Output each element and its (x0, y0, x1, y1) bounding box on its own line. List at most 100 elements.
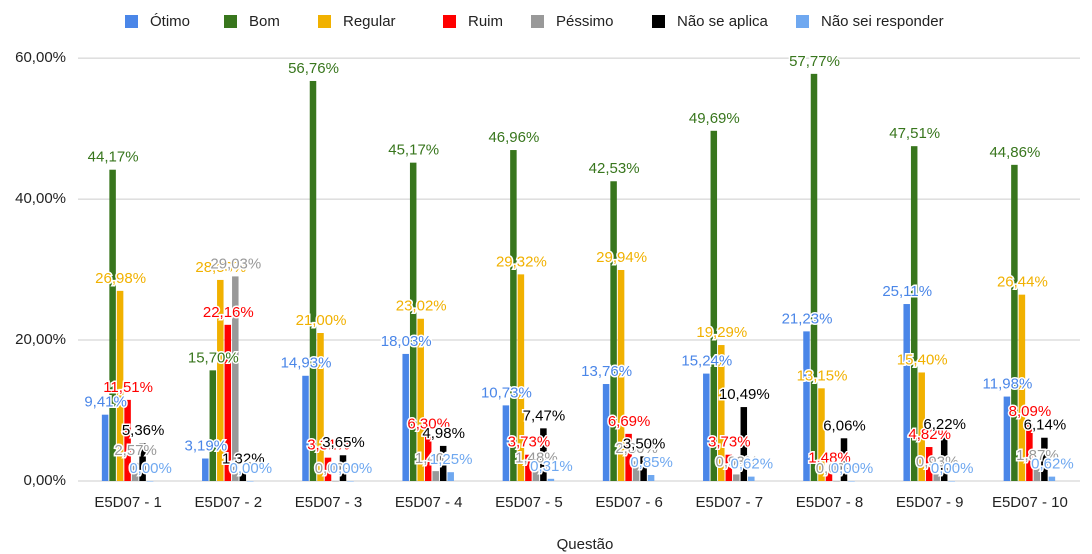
bar (540, 428, 547, 481)
bar (124, 399, 131, 481)
bar (617, 269, 625, 481)
legend-swatch (125, 15, 138, 28)
legend-swatch (652, 15, 665, 28)
data-label: 1,32% (222, 451, 265, 468)
legend-label: Péssimo (556, 13, 614, 30)
data-label: 29,94% (596, 249, 647, 266)
data-label: 42,53% (589, 160, 640, 177)
bar (439, 445, 447, 481)
data-label: 29,03% (210, 255, 261, 272)
data-label: 26,44% (997, 274, 1048, 291)
bar (302, 375, 309, 481)
bar (232, 276, 239, 481)
data-label: 13,15% (797, 367, 848, 384)
y-tick-label: 60,00% (15, 49, 66, 66)
data-label: 19,29% (696, 324, 747, 341)
data-label: 0,00% (931, 460, 974, 477)
bar (239, 471, 247, 481)
data-label: 10,49% (719, 386, 770, 403)
x-tick-label: E5D07 - 7 (696, 494, 764, 511)
bar (116, 290, 124, 481)
data-label: 0,62% (731, 456, 774, 473)
bar (925, 447, 933, 481)
bar (610, 181, 617, 481)
bar (247, 481, 254, 482)
legend-label: Ruim (468, 13, 503, 30)
data-label: 6,69% (608, 413, 651, 430)
bar (131, 462, 139, 481)
data-label: 8,09% (1009, 403, 1052, 420)
bar (718, 345, 725, 481)
y-tick-label: 0,00% (23, 472, 66, 489)
data-label: 9,41% (84, 394, 127, 411)
bar (602, 384, 610, 481)
data-label: 0,93% (916, 453, 959, 470)
bar (339, 455, 347, 481)
bar (447, 472, 454, 481)
bar (432, 471, 439, 481)
bar (910, 146, 918, 482)
data-label: 1,48% (808, 450, 851, 467)
bar (510, 150, 517, 481)
bar (625, 433, 632, 481)
bar (1011, 164, 1018, 481)
bar (517, 274, 525, 481)
legend-swatch (318, 15, 331, 28)
data-label: 1,48% (515, 450, 558, 467)
bar (1048, 476, 1056, 481)
legend-label: Não se aplica (677, 13, 769, 30)
x-tick-label: E5D07 - 8 (796, 494, 864, 511)
x-tick-label: E5D07 - 10 (992, 494, 1068, 511)
bar (933, 474, 940, 481)
bar (710, 130, 718, 481)
bar (139, 443, 146, 481)
bar (417, 318, 424, 481)
data-label: 3,65% (322, 434, 365, 451)
data-label: 3,73% (708, 434, 751, 451)
data-label: 0,00% (831, 460, 874, 477)
data-label: 0,00% (230, 460, 273, 477)
x-axis-title: Questão (557, 536, 614, 553)
bar (309, 80, 317, 481)
data-label: 21,23% (782, 310, 833, 327)
data-label: 3,50% (623, 435, 666, 452)
bar (224, 324, 232, 481)
data-label: 15,70% (188, 349, 239, 366)
data-label: 6,14% (1024, 417, 1067, 434)
data-label: 4,82% (908, 426, 951, 443)
bar (146, 481, 154, 482)
data-label: 0,62% (1031, 456, 1074, 473)
legend-label: Bom (249, 13, 280, 30)
bar (1018, 294, 1026, 481)
data-label: 26,98% (95, 270, 146, 287)
bar (918, 372, 925, 481)
bar (424, 436, 432, 481)
bar (209, 370, 217, 481)
data-label: 3,73% (508, 434, 551, 451)
data-label: 5,36% (122, 422, 165, 439)
x-tick-label: E5D07 - 3 (295, 494, 363, 511)
bar (217, 279, 224, 481)
bar (840, 438, 848, 481)
data-label: 6,22% (923, 416, 966, 433)
data-label: 47,51% (889, 125, 940, 142)
data-label: 1,40% (415, 450, 458, 467)
data-label: 29,32% (496, 253, 547, 270)
x-tick-label: E5D07 - 6 (595, 494, 663, 511)
data-label: 11,98% (983, 376, 1033, 393)
bar (525, 454, 532, 481)
bar (703, 373, 710, 481)
data-label: 0,31% (530, 458, 573, 475)
bar (733, 474, 740, 481)
bar (848, 481, 855, 482)
bar (409, 162, 417, 481)
data-label: 49,69% (689, 110, 740, 127)
bar (948, 481, 955, 482)
bar (803, 331, 810, 481)
bar (101, 414, 109, 481)
data-label: 25,11% (882, 283, 932, 300)
legend-swatch (224, 15, 237, 28)
bar (647, 475, 655, 481)
data-label: 0,00% (330, 460, 373, 477)
